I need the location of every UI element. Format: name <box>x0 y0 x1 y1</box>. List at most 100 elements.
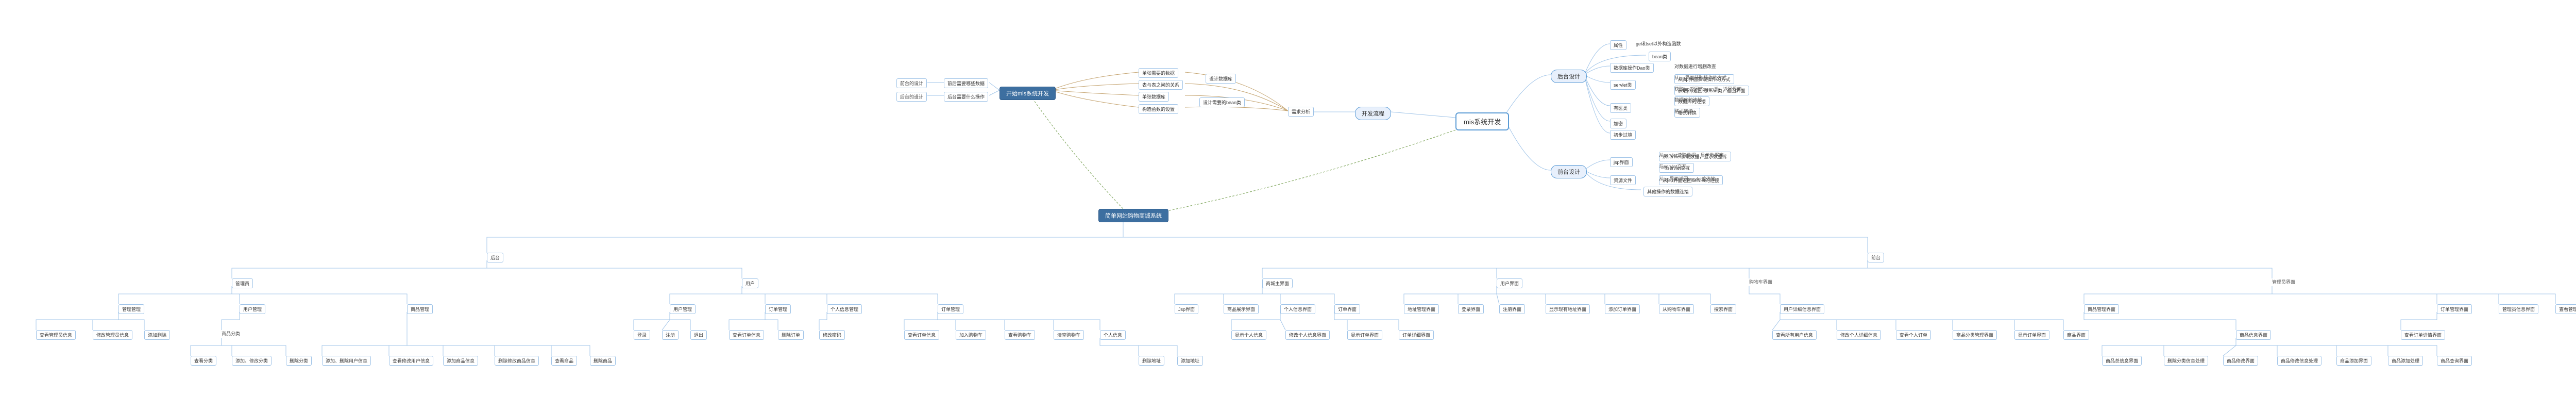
node: 商品管理 <box>407 304 433 314</box>
node: 显示订单界面 <box>2014 330 2049 340</box>
node: 查看订单信息 <box>729 330 764 340</box>
node: 单张需要的数据 <box>1139 68 1178 78</box>
node: 添加、删除用户信息 <box>322 356 371 366</box>
node[interactable]: 开发流程 <box>1355 107 1391 120</box>
node: 后台 <box>487 253 503 262</box>
node: 清空购物车 <box>1054 330 1084 340</box>
node: 修改个人信息界面 <box>1285 330 1330 340</box>
node: 查看订单详情界面 <box>2401 330 2445 340</box>
node: 显示订单界面 <box>1347 330 1382 340</box>
node: 表与表之间的关系 <box>1139 80 1183 90</box>
text: 管理员界面 <box>2272 278 2295 285</box>
node: 商品管理界面 <box>2084 304 2119 314</box>
node: 前台的设计 <box>896 78 927 88</box>
node[interactable]: 开始mis系统开发 <box>999 87 1056 100</box>
node: 登录界面 <box>1458 304 1484 314</box>
node: 加密 <box>1610 119 1626 128</box>
node: 添加地址 <box>1177 356 1203 366</box>
node: 个人信息管理 <box>827 304 862 314</box>
node: 用户管理 <box>240 304 265 314</box>
node: 查看订单信息 <box>904 330 939 340</box>
node: 商品信息界面 <box>2236 330 2271 340</box>
node: 订单管理 <box>938 304 963 314</box>
node: 修改管理员信息 <box>93 330 132 340</box>
node: 设计数据库 <box>1206 74 1236 84</box>
text: 格式转换 <box>1674 108 1693 114</box>
node: 用户详细信息界面 <box>1780 304 1824 314</box>
node: 商品修改信息处理 <box>2277 356 2321 366</box>
node: 查看修改用户信息 <box>389 356 433 366</box>
node: 商品总信息界面 <box>2102 356 2142 366</box>
node: 添加删除 <box>144 330 170 340</box>
node: 退出 <box>690 330 707 340</box>
text: 商品分类 <box>222 330 240 337</box>
node: 添加订单界面 <box>1605 304 1640 314</box>
node: 商品界面 <box>2063 330 2089 340</box>
node: 查看商品 <box>551 356 577 366</box>
node: 属性 <box>1610 40 1626 50</box>
node: bean类 <box>1649 52 1671 61</box>
node: 查看分类 <box>191 356 216 366</box>
node: 加入购物车 <box>956 330 986 340</box>
node: 显示现有地址界面 <box>1546 304 1590 314</box>
node: 管理管理 <box>118 304 144 314</box>
text: 数据库的连接 <box>1674 96 1702 103</box>
node: 有医类 <box>1610 103 1631 113</box>
node: 删除修改商品信息 <box>495 356 539 366</box>
text: 从jsp界面获取操作的方式 <box>1674 74 1727 81</box>
node: 注册界面 <box>1499 304 1525 314</box>
node: 查看管理员信息 <box>36 330 76 340</box>
node: 商品展示界面 <box>1224 304 1259 314</box>
node: 初步过境 <box>1610 130 1636 140</box>
node: 其他操作的数据连接 <box>1643 187 1692 196</box>
node: 删除商品 <box>590 356 616 366</box>
node: 构造函数的设置 <box>1139 104 1178 114</box>
node: 修改个人详细信息 <box>1837 330 1881 340</box>
node: 用户 <box>742 278 758 288</box>
node: 前台 <box>1868 253 1884 262</box>
node: 订单详细界面 <box>1399 330 1434 340</box>
node: 资源文件 <box>1610 175 1636 185</box>
node: 单张数据库 <box>1139 92 1169 102</box>
node: 删除地址 <box>1139 356 1164 366</box>
node: 管理员 <box>232 278 253 288</box>
text: 从jsp界面返回servlet的连接 <box>1659 175 1716 182</box>
node: 商品添加处理 <box>2388 356 2423 366</box>
node: 订单管理界面 <box>2437 304 2472 314</box>
node: 用户管理 <box>670 304 696 314</box>
node[interactable]: 后台设计 <box>1551 70 1587 83</box>
node: 查看购物车 <box>1005 330 1035 340</box>
text: get和set以外构造函数 <box>1636 40 1681 47</box>
node: 用户界面 <box>1497 278 1522 288</box>
node: 查看所有用户信息 <box>1772 330 1817 340</box>
node: 商城主界面 <box>1262 278 1293 288</box>
node: servlet类 <box>1610 80 1636 90</box>
node[interactable]: 简单网站购物商城系统 <box>1098 209 1168 222</box>
node: 个人信息 <box>1100 330 1126 340</box>
node: 登录 <box>634 330 650 340</box>
node: 需求分析 <box>1288 107 1314 117</box>
node: 商品修改界面 <box>2223 356 2258 366</box>
node[interactable]: mis系统开发 <box>1455 112 1509 130</box>
node: Jsp界面 <box>1175 304 1198 314</box>
text: 从servlet读取数据，显示数据库 <box>1659 152 1724 158</box>
node: 商品分类管理界面 <box>1953 330 1997 340</box>
node: 删除分类 <box>286 356 312 366</box>
node: 显示个人信息 <box>1231 330 1266 340</box>
node: 后台的设计 <box>896 92 927 102</box>
node: 订单界面 <box>1334 304 1360 314</box>
node: 后台需要什么操作 <box>944 92 988 102</box>
node: 添加、修改分类 <box>232 356 272 366</box>
node: 注册 <box>662 330 679 340</box>
node: 查看个人订单 <box>1896 330 1931 340</box>
node: 添加商品信息 <box>443 356 478 366</box>
node: 搜索界面 <box>1710 304 1736 314</box>
node[interactable]: 前台设计 <box>1551 165 1587 178</box>
text: 购物车界面 <box>1749 278 1772 285</box>
node: 地址管理界面 <box>1404 304 1439 314</box>
node: 前后需要哪些数据 <box>944 78 988 88</box>
node: 订单管理 <box>765 304 791 314</box>
node: 删除分类信息处理 <box>2164 356 2208 366</box>
node: 从购物车界面 <box>1659 304 1694 314</box>
text: 对数据进行增删改查 <box>1674 63 1716 70</box>
